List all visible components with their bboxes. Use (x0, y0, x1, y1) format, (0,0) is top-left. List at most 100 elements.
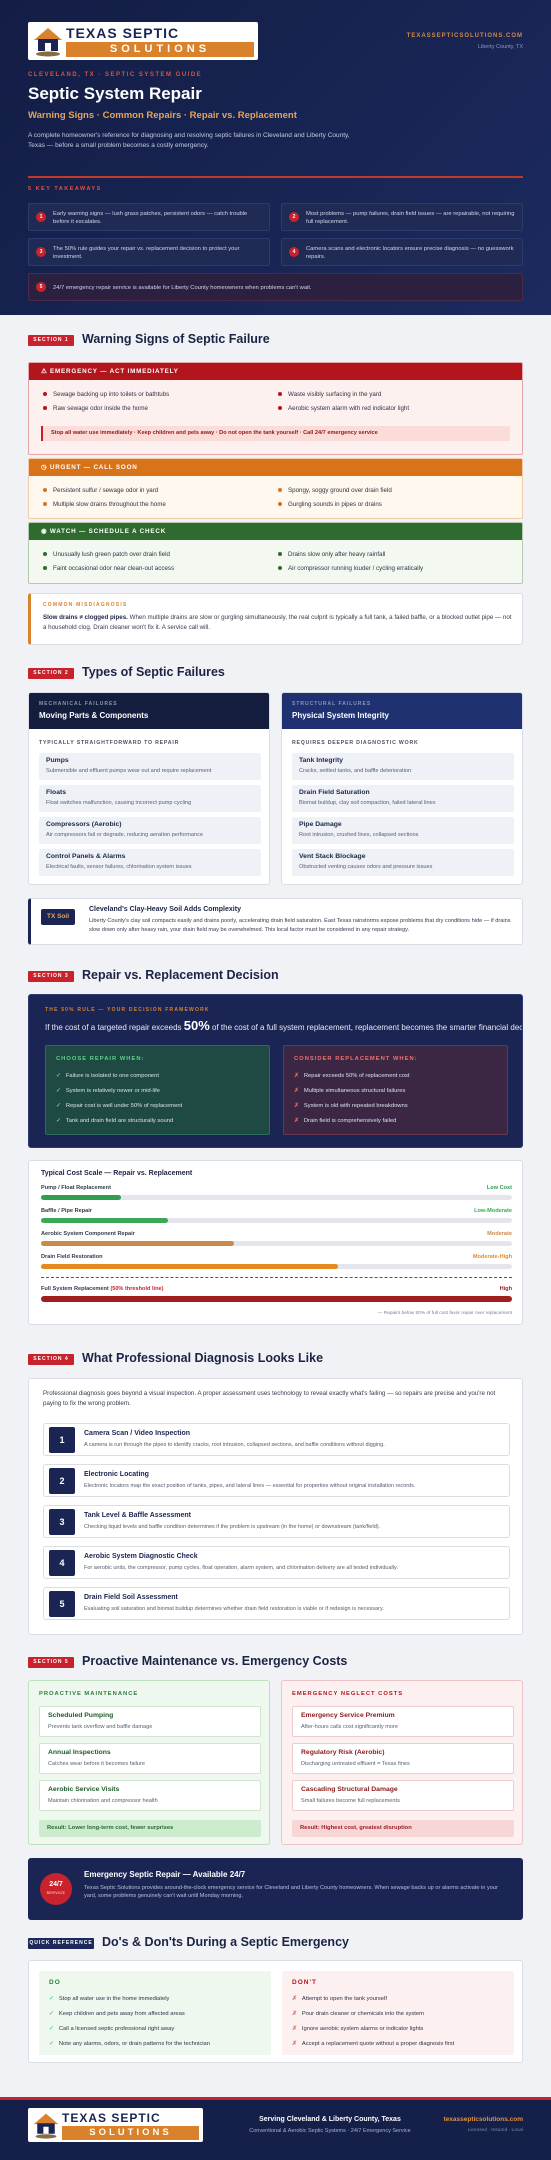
warning-level: EMERGENCY — ACT IMMEDIATELY Sewage backin… (28, 362, 523, 455)
takeaway-text: The 50% rule guides your repair vs. repl… (53, 245, 240, 260)
failure-item-title: Compressors (Aerobic) (46, 821, 122, 828)
cost-item-text: Prevents tank overflow and baffle damage (48, 1724, 153, 1730)
section-heading: Do's & Don'ts During a Septic Emergency (102, 1935, 349, 1949)
rule-statement: If the cost of a targeted repair exceeds… (45, 1018, 522, 1034)
cost-item-title: Aerobic Service Visits (48, 1786, 120, 1793)
cost-column: EMERGENCY NEGLECT COSTS Emergency Service… (281, 1680, 523, 1845)
column-title: Physical System Integrity (292, 711, 389, 720)
cost-item: Scheduled Pumping Prevents tank overflow … (39, 1706, 261, 1737)
warning-item: Multiple slow drains throughout the home (43, 497, 278, 511)
cost-item: Regulatory Risk (Aerobic) Discharging unt… (292, 1743, 514, 1774)
misdiagnosis-text-block: Slow drains ≠ clogged pipes. When multip… (43, 613, 515, 643)
failure-item-text: Electrical faults, sensor failures, chlo… (46, 864, 192, 870)
section-badge: SECTION 5 (28, 1657, 74, 1668)
cost-bar (41, 1296, 512, 1302)
footer-credentials: Licensed · Insured · Local (467, 2128, 523, 2133)
rule-figure: 50% (183, 1018, 210, 1033)
failure-item: Control Panels & Alarms Electrical faults… (39, 849, 261, 876)
cost-item-text: Discharging untreated effluent = Texas f… (301, 1761, 410, 1767)
decision-title: CHOOSE REPAIR WHEN: (56, 1056, 145, 1062)
section-heading: What Professional Diagnosis Looks Like (82, 1351, 324, 1365)
takeaway-number: 2 (289, 212, 299, 222)
failure-item: Compressors (Aerobic) Air compressors fai… (39, 817, 261, 844)
failure-item-text: Air compressors fail or degrade, reducin… (46, 832, 204, 838)
section-badge: QUICK REFERENCE (28, 1938, 94, 1949)
cost-column-title: EMERGENCY NEGLECT COSTS (292, 1691, 404, 1697)
cost-level: Moderate (487, 1231, 512, 1237)
takeaway-number: 4 (289, 247, 299, 257)
diagnosis-step: 3 Tank Level & Baffle Assessment Checking … (43, 1505, 510, 1538)
column-label: STRUCTURAL FAILURES (292, 701, 372, 707)
failure-item-text: Float switches malfunction, causing inco… (46, 800, 192, 806)
step-number: 2 (49, 1468, 75, 1494)
reference-item: Keep children and pets away from affecte… (49, 2008, 264, 2020)
takeaway-text: Early warning signs — lush grass patches… (53, 210, 248, 225)
page-title: Septic System Repair (28, 84, 202, 103)
diagnosis-step: 5 Drain Field Soil Assessment Evaluating s… (43, 1587, 510, 1620)
failure-item-text: Biomat buildup, clay soil compaction, fa… (299, 800, 436, 806)
step-text: Evaluating soil saturation and biomat bu… (84, 1606, 384, 1612)
section-badge: SECTION 1 (28, 335, 74, 346)
cost-name: Drain Field Restoration (41, 1254, 371, 1263)
section-heading: Repair vs. Replacement Decision (82, 968, 279, 982)
cost-track (41, 1264, 512, 1269)
cost-item-title: Scheduled Pumping (48, 1712, 114, 1719)
failure-item-title: Pumps (46, 757, 69, 764)
cost-track (41, 1218, 512, 1223)
takeaway-number: 3 (36, 247, 46, 257)
rule-text: If the cost of a targeted repair exceeds (45, 1023, 184, 1032)
failure-item-title: Pipe Damage (299, 821, 342, 828)
step-text: For aerobic units, the compressor, pump … (84, 1565, 398, 1571)
step-text: A camera is run through the pipes to ide… (84, 1442, 385, 1448)
column-subhead: REQUIRES DEEPER DIAGNOSTIC WORK (292, 740, 419, 746)
takeaway-number: 1 (36, 212, 46, 222)
takeaway-card: 4 Camera scans and electronic locators en… (281, 238, 523, 266)
rule-label: THE 50% RULE — YOUR DECISION FRAMEWORK (45, 1007, 210, 1013)
service-badge-top: 24/7 (49, 1881, 63, 1888)
soil-card: TX Soil Cleveland's Clay-Heavy Soil Adds … (28, 898, 523, 945)
cost-name-text: Drain Field Restoration (41, 1254, 103, 1260)
cost-scale-title: Typical Cost Scale — Repair vs. Replacem… (41, 1170, 193, 1177)
emergency-banner: 24/7 SERVICE Emergency Septic Repair — Ava… (28, 1858, 523, 1920)
section-heading: Warning Signs of Septic Failure (82, 332, 270, 346)
column-label: MECHANICAL FAILURES (39, 701, 118, 707)
cost-name-text: Full System Replacement (41, 1286, 109, 1292)
eyebrow: CLEVELAND, TX · SEPTIC SYSTEM GUIDE (28, 72, 203, 78)
decision-item: Tank and drain field are structurally so… (56, 1115, 266, 1127)
takeaway-number: 5 (36, 282, 46, 292)
diagnosis-step: 4 Aerobic System Diagnostic Check For aero… (43, 1546, 510, 1579)
cost-note: (50% threshold line) (110, 1286, 164, 1292)
failure-item-title: Drain Field Saturation (299, 789, 370, 796)
takeaway-card: 5 24/7 emergency repair service is availa… (28, 273, 523, 301)
diagnosis-step: 2 Electronic Locating Electronic locators … (43, 1464, 510, 1497)
logo-wordmark-sub: SOLUTIONS (62, 2126, 199, 2140)
misdiagnosis-text: When multiple drains are slow or gurglin… (43, 614, 512, 631)
subtitle: Warning Signs · Common Repairs · Repair … (28, 110, 297, 121)
logo-wordmark-sub: SOLUTIONS (66, 42, 254, 57)
failure-item: Floats Float switches malfunction, causin… (39, 785, 261, 812)
section-badge: SECTION 3 (28, 971, 74, 982)
cost-level: High (499, 1286, 512, 1292)
footer-site: texassepticsolutions.com (443, 2116, 523, 2123)
takeaways-label: 5 KEY TAKEAWAYS (28, 186, 102, 192)
step-title: Camera Scan / Video Inspection (84, 1430, 191, 1437)
cost-bar (41, 1218, 169, 1223)
warning-item: Air compressor running louder / cycling … (278, 561, 513, 575)
cost-name: Pump / Float Replacement (41, 1185, 371, 1194)
logo: TEXAS SEPTIC SOLUTIONS (28, 22, 258, 60)
level-header: WATCH — SCHEDULE A CHECK (29, 523, 522, 540)
cost-item-text: Maintain chlorination and compressor hea… (48, 1798, 158, 1804)
cost-level: Low Cost (486, 1185, 512, 1191)
diagnosis-step: 1 Camera Scan / Video Inspection A camera … (43, 1423, 510, 1456)
reference-item: Call a licensed septic professional righ… (49, 2023, 264, 2035)
cost-item: Emergency Service Premium After-hours cal… (292, 1706, 514, 1737)
level-header: URGENT — CALL SOON (29, 459, 522, 476)
cost-level: Moderate-High (472, 1254, 512, 1260)
level-items: Persistent sulfur / sewage odor in yard M… (43, 483, 513, 513)
reference-item: Pour drain cleaner or chemicals into the… (292, 2008, 507, 2020)
misdiagnosis-label: COMMON MISDIAGNOSIS (43, 602, 128, 608)
rule-panel: THE 50% RULE — YOUR DECISION FRAMEWORK If… (28, 994, 523, 1148)
cost-track (41, 1195, 512, 1200)
reference-item: Attempt to open the tank yourself (292, 1993, 507, 2005)
